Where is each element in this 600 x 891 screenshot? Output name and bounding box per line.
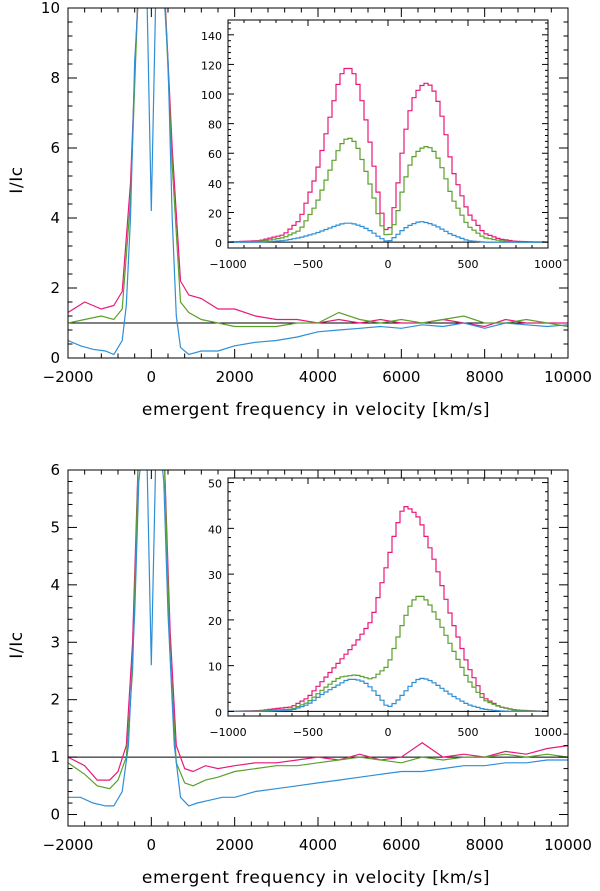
- x-tick-label: 500: [458, 726, 479, 739]
- top-x-axis-label: emergent frequency in velocity [km/s]: [142, 400, 490, 420]
- y-tick-label: 0: [50, 806, 60, 824]
- series-magenta: [228, 67, 548, 243]
- x-tick-label: −2000: [43, 368, 94, 386]
- y-tick-label: 0: [215, 706, 222, 719]
- y-tick-label: 120: [201, 59, 222, 72]
- x-tick-label: 8000: [466, 368, 504, 386]
- y-tick-label: 20: [208, 615, 222, 628]
- y-tick-label: 0: [215, 237, 222, 250]
- x-tick-label: 4000: [299, 368, 337, 386]
- y-tick-label: 5: [50, 518, 60, 536]
- bottom-inset: −1000 −500 0 500 1000 0 10 20 30 40 50: [208, 477, 562, 739]
- x-tick-label: 8000: [466, 836, 504, 854]
- x-tick-label: 1000: [534, 258, 562, 271]
- x-tick-label: −2000: [43, 836, 94, 854]
- y-tick-label: 40: [208, 523, 222, 536]
- y-tick-label: 30: [208, 569, 222, 582]
- x-tick-label: 10000: [544, 368, 592, 386]
- series-magenta: [68, 470, 568, 781]
- bottom-y-axis-label: I/Ic: [7, 631, 27, 659]
- series-green: [228, 595, 548, 712]
- y-tick-label: 10: [41, 0, 60, 17]
- series-blue: [68, 8, 568, 356]
- x-tick-label: −500: [293, 726, 323, 739]
- y-tick-label: 3: [50, 633, 60, 651]
- x-tick-label: 500: [458, 258, 479, 271]
- y-tick-label: 6: [50, 139, 60, 157]
- x-tick-label: 6000: [382, 836, 420, 854]
- y-tick-label: 4: [50, 576, 60, 594]
- x-tick-label: 0: [147, 368, 157, 386]
- y-tick-label: 4: [50, 209, 60, 227]
- x-tick-label: 0: [147, 836, 157, 854]
- x-tick-label: 2000: [216, 836, 254, 854]
- y-tick-label: 20: [208, 207, 222, 220]
- y-tick-label: 2: [50, 279, 60, 297]
- y-tick-label: 10: [208, 661, 222, 674]
- bottom-x-axis-label: emergent frequency in velocity [km/s]: [142, 868, 490, 888]
- top-inset: −1000 −500 0 500 1000 0 20 40 60 80 100 120 140: [201, 19, 562, 271]
- y-tick-label: 50: [208, 478, 222, 491]
- x-tick-label: 2000: [216, 368, 254, 386]
- y-tick-label: 60: [208, 148, 222, 161]
- y-tick-label: 6: [50, 461, 60, 479]
- x-tick-label: −1000: [209, 726, 246, 739]
- series-blue: [228, 677, 548, 712]
- y-tick-label: 2: [50, 691, 60, 709]
- inset-background: [228, 478, 548, 716]
- series-magenta: [228, 506, 548, 712]
- x-tick-label: 10000: [544, 836, 592, 854]
- x-tick-label: 1000: [534, 726, 562, 739]
- series-green: [228, 137, 548, 243]
- series-blue: [228, 221, 548, 243]
- x-tick-label: 0: [385, 726, 392, 739]
- y-tick-label: 8: [50, 69, 60, 87]
- y-tick-label: 40: [208, 178, 222, 191]
- y-tick-label: 0: [50, 349, 60, 367]
- y-tick-label: 140: [201, 30, 222, 43]
- top-y-axis-label: I/Ic: [7, 166, 27, 194]
- y-tick-label: 1: [50, 748, 60, 766]
- series-blue: [68, 470, 568, 807]
- x-tick-label: −500: [293, 258, 323, 271]
- x-tick-label: 4000: [299, 836, 337, 854]
- y-tick-label: 80: [208, 119, 222, 132]
- x-tick-label: 0: [385, 258, 392, 271]
- y-tick-label: 100: [201, 89, 222, 102]
- inset-background: [228, 20, 548, 248]
- x-tick-label: −1000: [209, 258, 246, 271]
- x-tick-label: 6000: [382, 368, 420, 386]
